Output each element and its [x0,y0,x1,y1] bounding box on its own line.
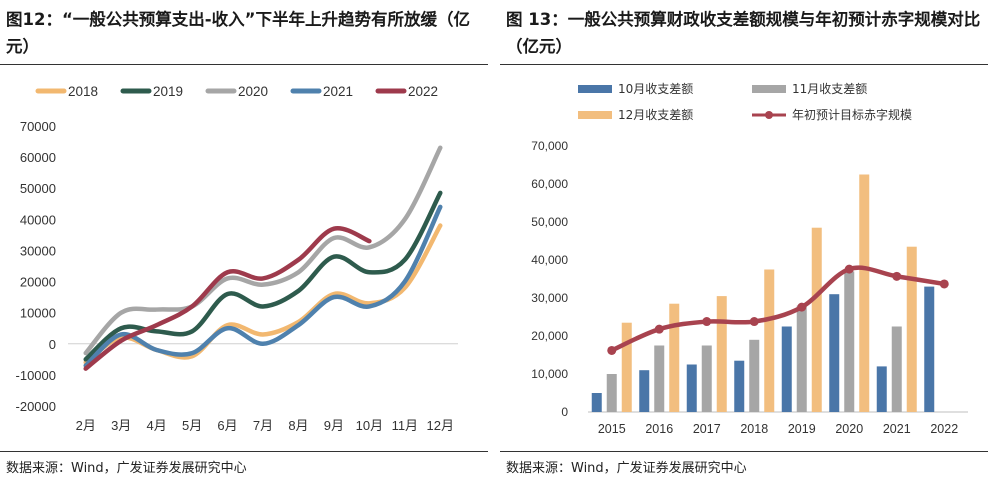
right-chart-title: 图 13：一般公共预算财政收支差额规模与年初预计赤字规模对比（亿元） [506,10,981,56]
right-legend-swatch-0 [578,85,612,93]
left-y-tick-label-3: 10000 [20,306,56,321]
right-deficit-target-point-2019 [797,302,807,312]
right-bar-2017-0 [686,364,697,412]
right-title-rule [500,64,988,65]
right-bar-2021-0 [876,366,887,412]
left-legend-label-2018: 2018 [68,84,98,99]
right-panel: 图 13：一般公共预算财政收支差额规模与年初预计赤字规模对比（亿元） 0 10,0… [500,0,988,487]
left-panel: 图12：“一般公共预算支出-收入”下半年上升趋势有所放缓（亿元） -20000-… [0,0,490,487]
right-bar-2018-2 [764,269,775,412]
left-series-line-2021 [83,204,443,368]
right-y-tick-label-4: 40,000 [531,253,568,267]
left-x-tick-label-3: 5月 [182,418,202,433]
right-bar-2021-1 [891,326,902,412]
right-legend-swatch-2 [578,111,612,119]
left-x-tick-label-9: 11月 [392,418,419,433]
right-x-tick-label-4: 2019 [788,422,816,436]
left-x-tick-label-5: 7月 [253,418,273,433]
right-bar-2016-0 [639,370,650,412]
right-bar-2019-2 [811,227,822,412]
left-y-tick-label-7: 50000 [20,181,56,196]
left-y-tick-label-9: 70000 [20,119,56,134]
left-series-line-2022 [83,225,372,371]
right-bar-2020-0 [829,294,840,412]
right-x-tick-label-6: 2021 [883,422,911,436]
right-bar-2019-0 [781,326,792,412]
left-y-tick-label-5: 30000 [20,243,56,258]
left-source-rule [0,451,488,452]
left-y-tick-label-4: 20000 [20,275,56,290]
left-y-tick-label-6: 40000 [20,212,56,227]
right-x-tick-label-7: 2022 [930,422,958,436]
left-title-rule [0,64,488,65]
left-x-tick-label-6: 8月 [288,418,308,433]
left-source-note: 数据来源：Wind，广发证券发展研究中心 [6,461,247,476]
right-deficit-target-point-2016 [654,324,664,334]
right-deficit-target-point-2022 [939,279,949,289]
left-x-tick-label-4: 6月 [217,418,237,433]
right-bar-2022-0 [924,286,935,412]
right-bar-2016-2 [669,303,680,412]
right-bar-2020-1 [844,271,855,412]
right-x-tick-label-2: 2017 [693,422,721,436]
right-x-tick-label-0: 2015 [598,422,626,436]
right-bar-2015-0 [591,393,602,412]
right-bar-chart: 0 10,000 20,000 30,000 40,000 50,000 60,000 70,… [531,82,968,436]
left-series-line-2020 [83,145,443,356]
left-x-tick-label-7: 9月 [324,418,344,433]
left-y-tick-label-8: 60000 [20,150,56,165]
left-y-tick-label-1: -10000 [16,368,56,383]
right-deficit-target-point-2017 [702,317,712,327]
right-bar-2017-2 [716,296,727,412]
right-bar-2015-1 [606,374,617,412]
left-x-tick-label-10: 12月 [427,418,454,433]
left-legend-label-2022: 2022 [408,84,438,99]
right-bar-2021-2 [906,246,917,412]
right-legend-label-2: 12月收支差额 [618,108,693,122]
left-y-tick-label-2: 0 [49,337,56,352]
right-deficit-target-point-2020 [844,264,854,274]
right-deficit-target-point-2018 [749,317,759,327]
right-legend-label-1: 11月收支差额 [792,82,867,96]
right-bar-2016-1 [654,345,665,412]
left-line-chart: -20000 -10000 0 10000 20000 30000 40000 50000 60… [16,84,458,433]
right-bar-2017-1 [701,345,712,412]
left-legend-label-2019: 2019 [153,84,183,99]
right-legend-label-3: 年初预计目标赤字规模 [792,107,912,122]
right-x-tick-label-3: 2018 [740,422,768,436]
right-source-note: 数据来源：Wind，广发证券发展研究中心 [506,461,747,476]
right-y-tick-label-5: 50,000 [531,215,568,229]
right-y-tick-label-6: 60,000 [531,177,568,191]
right-bar-2018-0 [734,360,745,412]
right-y-tick-label-7: 70,000 [531,139,568,153]
right-y-tick-label-1: 10,000 [531,367,568,381]
right-deficit-target-point-2021 [892,271,902,281]
right-bar-2015-2 [621,322,632,412]
left-legend-label-2021: 2021 [323,84,353,99]
left-x-tick-label-8: 10月 [356,418,383,433]
right-deficit-target-point-2015 [607,345,617,355]
left-chart-title: 图12：“一般公共预算支出-收入”下半年上升趋势有所放缓（亿元） [6,10,470,56]
right-bar-2019-1 [796,305,807,412]
left-y-tick-label-0: -20000 [16,399,56,414]
right-source-rule [500,451,988,452]
right-legend-swatch-1 [752,85,786,93]
right-bar-2020-2 [859,174,870,412]
left-legend-label-2020: 2020 [238,84,268,99]
right-y-tick-label-3: 30,000 [531,291,568,305]
right-legend-label-0: 10月收支差额 [618,82,693,96]
right-y-tick-label-0: 0 [561,405,568,419]
left-x-tick-label-1: 3月 [111,418,131,433]
left-x-tick-label-0: 2月 [76,418,96,433]
right-x-tick-label-5: 2020 [835,422,863,436]
right-y-tick-label-2: 20,000 [531,329,568,343]
left-x-tick-label-2: 4月 [147,418,167,433]
right-legend-marker-3 [765,111,773,119]
right-bar-2018-1 [749,339,760,412]
right-x-tick-label-1: 2016 [645,422,673,436]
